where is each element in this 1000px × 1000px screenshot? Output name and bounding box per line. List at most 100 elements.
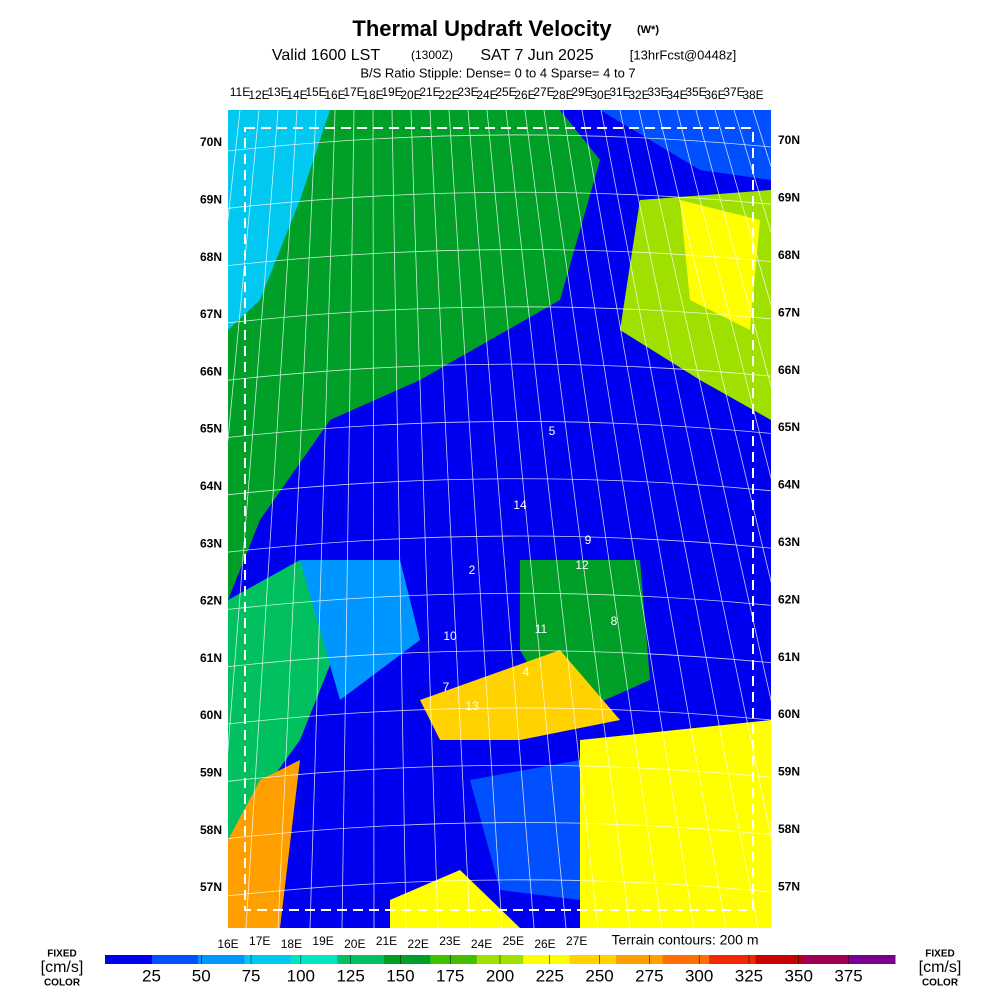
meridian	[638, 109, 823, 929]
colorbar-label: 100	[287, 966, 315, 985]
lon-label: 37E	[723, 85, 744, 99]
point-label: 14	[513, 498, 527, 512]
lon-label: 27E	[533, 85, 554, 99]
meridian	[245, 109, 298, 929]
point-label: 5	[549, 424, 556, 438]
colorbar-swatch	[523, 955, 571, 964]
colorbar-swatch	[755, 955, 803, 964]
lat-label: 67N	[778, 305, 800, 319]
lon-label: 33E	[647, 85, 668, 99]
domain-box	[244, 127, 754, 911]
meridian	[429, 109, 471, 929]
point-label: 2	[469, 563, 476, 577]
meridian	[505, 109, 599, 929]
meridian	[733, 109, 983, 929]
terrain-note: Terrain contours: 200 m	[611, 932, 758, 948]
land-north	[228, 110, 600, 600]
parallel	[227, 478, 772, 496]
colorbar-label: 300	[685, 966, 713, 985]
colorbar-label: 175	[436, 966, 464, 985]
forecast: [13hrFcst@0448z]	[630, 47, 736, 62]
meridian	[149, 109, 241, 929]
lat-label: 69N	[778, 191, 800, 205]
lat-label: 64N	[778, 478, 800, 492]
lon-label: 16E	[324, 88, 345, 102]
colorbar-unit: [cm/s]	[919, 959, 962, 976]
lon-label: 32E	[628, 88, 649, 102]
colorbar-label: 25	[142, 966, 161, 985]
lat-label: 65N	[778, 420, 800, 434]
meridian	[486, 109, 567, 929]
meridian	[676, 109, 887, 929]
point-label: 9	[585, 533, 592, 547]
meridian	[581, 109, 727, 929]
lat-label: 68N	[778, 248, 800, 262]
parallel	[227, 249, 772, 266]
colorbar-swatch	[430, 955, 478, 964]
point-label: 10	[443, 629, 457, 643]
colorbar-label: 350	[785, 966, 813, 985]
lat-label: 58N	[200, 823, 222, 837]
lon-label: 20E	[344, 937, 365, 951]
meridian	[695, 109, 919, 929]
lat-label: 59N	[200, 765, 222, 779]
graticule	[149, 109, 1000, 929]
colorbar-fixed: FIXED	[47, 949, 76, 960]
colorbar-fixed: FIXED	[925, 949, 954, 960]
lat-label: 57N	[778, 879, 800, 893]
map	[228, 110, 771, 928]
lat-label: 70N	[778, 133, 800, 147]
stipple-note: B/S Ratio Stipple: Dense= 0 to 4 Sparse=…	[360, 65, 635, 80]
lon-label: 21E	[376, 934, 397, 948]
meridian	[181, 109, 260, 929]
meridian	[372, 109, 375, 929]
colorbar-label: 250	[585, 966, 613, 985]
high-southwest	[228, 760, 300, 928]
sea-bothnia	[300, 560, 420, 700]
lon-label: 26E	[534, 937, 555, 951]
lat-label: 62N	[200, 594, 222, 608]
parallel	[227, 535, 772, 553]
meridian	[341, 109, 355, 929]
colorbar-swatch	[105, 955, 152, 964]
lat-label: 63N	[778, 535, 800, 549]
meridian	[391, 109, 407, 929]
land-baltics	[470, 760, 580, 900]
colorbar-label: 225	[536, 966, 564, 985]
meridian	[213, 109, 279, 929]
lat-label: 63N	[200, 536, 222, 550]
colorbar-swatch	[802, 955, 850, 964]
point-label: 7	[443, 680, 450, 694]
colorbar-swatch	[662, 955, 710, 964]
lon-label: 22E	[438, 88, 459, 102]
colorbar-label: 375	[834, 966, 862, 985]
high-south	[390, 870, 520, 928]
lon-label: 21E	[419, 85, 440, 99]
colorbar-swatch	[848, 955, 896, 964]
colorbar-label: 275	[635, 966, 663, 985]
lon-label: 30E	[590, 88, 611, 102]
parallel	[227, 879, 772, 897]
meridian	[309, 109, 336, 929]
colorbar-swatch	[290, 955, 338, 964]
lat-label: 69N	[200, 192, 222, 206]
meridian	[600, 109, 759, 929]
lon-label: 24E	[476, 88, 497, 102]
colorbar-label: 125	[336, 966, 364, 985]
lon-label: 28E	[552, 88, 573, 102]
date: SAT 7 Jun 2025	[480, 47, 593, 64]
lon-label: 35E	[685, 85, 706, 99]
point-label: 11	[535, 622, 548, 636]
parallel	[227, 592, 772, 610]
lat-label: 60N	[200, 708, 222, 722]
meridian	[410, 109, 439, 929]
colorbar-label: 50	[192, 966, 211, 985]
lon-label: 16E	[217, 937, 238, 951]
meridian	[562, 109, 695, 929]
meridian	[657, 109, 855, 929]
meridian	[448, 109, 503, 929]
colorbar-swatch	[383, 955, 431, 964]
lat-label: 67N	[200, 307, 222, 321]
colorbar-swatch	[151, 955, 199, 964]
lon-label: 27E	[566, 934, 587, 948]
